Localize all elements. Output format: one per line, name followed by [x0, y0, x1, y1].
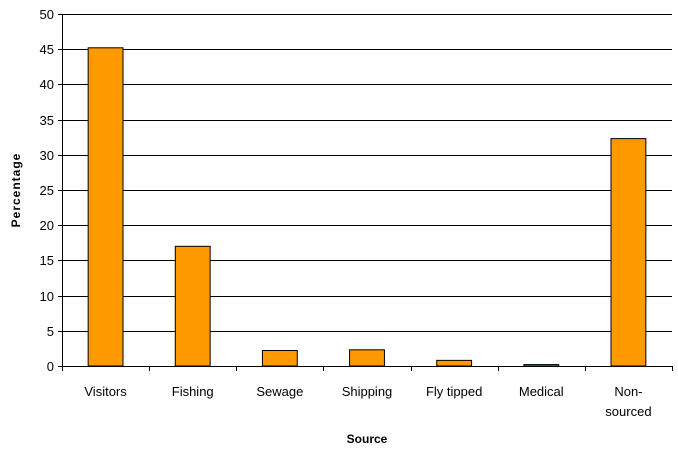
x-axis-title: Source	[347, 432, 388, 446]
bar-sewage	[261, 350, 298, 367]
bar-shipping	[349, 349, 385, 367]
y-tick-label: 45	[40, 42, 54, 57]
x-tick-label-line: Fishing	[172, 384, 214, 399]
x-tick-label: Medical	[519, 384, 564, 399]
bar-fly-tipped	[436, 359, 473, 367]
bar-medical	[523, 364, 560, 367]
x-tick-label-line: Fly tipped	[426, 384, 482, 399]
y-tick-labels: 0 5 10 15 20 25 30 35 40 45 50	[40, 7, 54, 374]
x-tick-label: Shipping	[342, 384, 393, 399]
bar-fishing	[174, 245, 211, 367]
x-tick-label-line: Shipping	[342, 384, 393, 399]
y-tick-label: 40	[40, 77, 54, 92]
x-tick-label-line: Visitors	[84, 384, 127, 399]
x-tick-label: Sewage	[256, 384, 303, 399]
bar-non-sourced	[610, 138, 647, 367]
x-tick-label: Non-sourced	[605, 384, 651, 419]
y-tick-label: 0	[47, 359, 54, 374]
x-tick-labels: Visitors Fishing Sewage Shipping Fly tipped M…	[84, 384, 651, 419]
x-tick-label: Visitors	[84, 384, 127, 399]
y-tick-label: 5	[47, 324, 54, 339]
x-tick-label-line: Non-	[614, 384, 642, 399]
bar-visitors	[87, 47, 124, 367]
y-tick-label: 30	[40, 148, 54, 163]
x-tick-label: Fishing	[172, 384, 214, 399]
y-tick-label: 25	[40, 183, 54, 198]
y-axis-title: Percentage	[9, 153, 23, 228]
x-tick-label-line: sourced	[605, 404, 651, 419]
x-tick-label-line: Medical	[519, 384, 564, 399]
y-tick-label: 10	[40, 289, 54, 304]
y-tick-label: 35	[40, 113, 54, 128]
y-tick-label: 50	[40, 7, 54, 22]
y-tick-label: 20	[40, 218, 54, 233]
x-tick-label-line: Sewage	[256, 384, 303, 399]
x-tick-label: Fly tipped	[426, 384, 482, 399]
gridlines	[62, 14, 672, 332]
y-tick-label: 15	[40, 253, 54, 268]
axes	[58, 14, 673, 371]
bars	[87, 47, 647, 367]
